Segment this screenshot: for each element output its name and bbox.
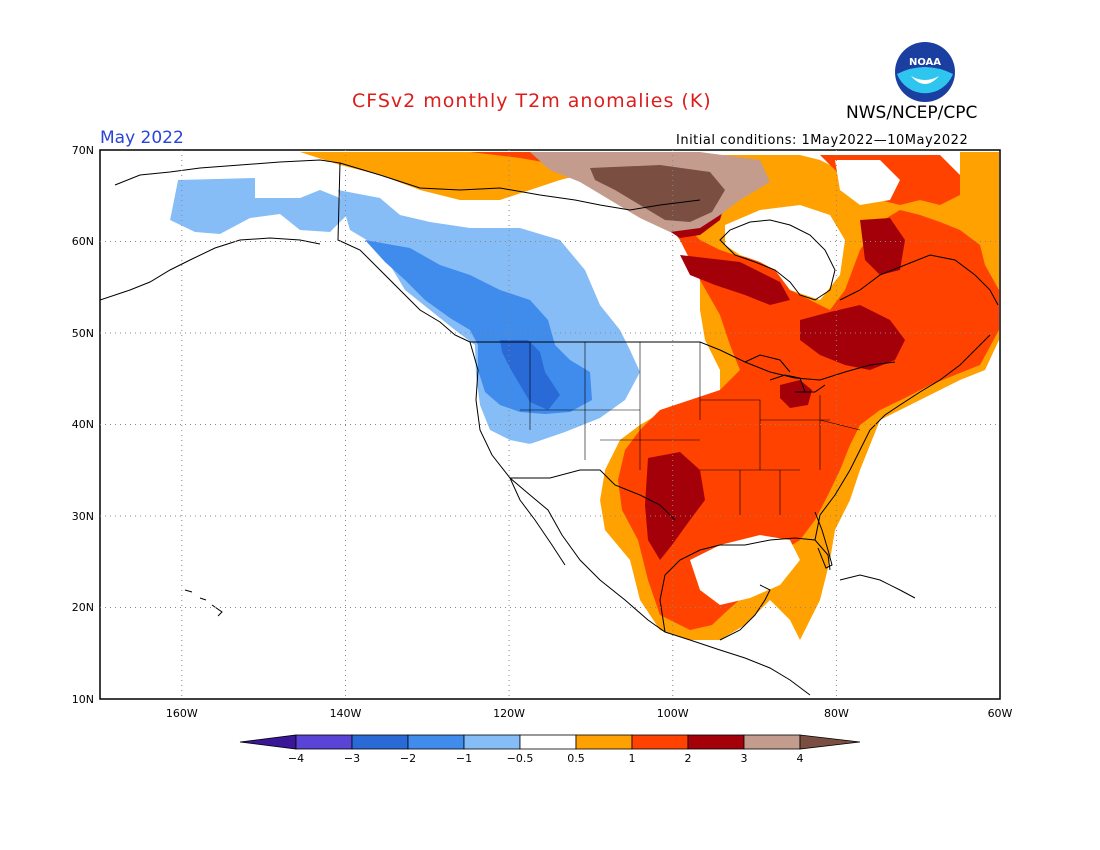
coastline-arctic — [339, 162, 701, 211]
lat-label-20N: 20N — [72, 601, 94, 614]
lat-label-10N: 10N — [72, 693, 94, 706]
lon-label-100W: 100W — [657, 707, 689, 720]
neutral-gulf — [690, 535, 800, 605]
coastlines — [100, 159, 999, 696]
lon-label-80W: 80W — [824, 707, 849, 720]
initial-conditions: Initial conditions: 1May2022—10May2022 — [676, 133, 969, 148]
coastline-baja — [509, 477, 566, 566]
colorbar-swatch-p1-2 — [631, 734, 689, 750]
graticule — [100, 150, 1000, 699]
coastline-hudson-bay — [719, 219, 836, 301]
warm-region-darkred-ne — [860, 218, 905, 275]
warm-region-brown-arctic — [590, 165, 725, 222]
lon-label-140W: 140W — [330, 707, 362, 720]
neutral-greenland-gap — [835, 160, 900, 205]
colorbar-label-p4: 4 — [797, 752, 804, 765]
lat-label-40N: 40N — [72, 418, 94, 431]
colorbar-swatch-m2-m1 — [407, 734, 465, 750]
colorbar-swatch-m4-m3 — [295, 734, 353, 750]
coastline-west — [469, 341, 811, 696]
colorbar-label-p1: 1 — [629, 752, 636, 765]
colorbar-swatch-m1-m05 — [463, 734, 521, 750]
colorbar-label-p2: 2 — [685, 752, 692, 765]
colorbar-label-m1: −1 — [456, 752, 472, 765]
lon-label-120W: 120W — [493, 707, 525, 720]
noaa-logo: NOAA — [895, 42, 955, 102]
forecast-month: May 2022 — [100, 128, 184, 148]
latitude-labels: 10N 20N 30N 40N 50N 60N 70N — [72, 144, 94, 706]
warm-region-darkred-glake — [780, 380, 812, 408]
coastline-florida — [814, 511, 833, 569]
colorbar-labels: −4 −3 −2 −1 −0.5 0.5 1 2 3 4 — [288, 752, 804, 765]
cool-region-alaska-light — [170, 178, 350, 234]
colorbar-label-m05: −0.5 — [507, 752, 534, 765]
colorbar-label-m3: −3 — [344, 752, 360, 765]
anomaly-shading — [100, 150, 999, 640]
neutral-hudson-bay — [725, 205, 845, 300]
warm-region-red — [470, 152, 999, 630]
lat-label-60N: 60N — [72, 235, 94, 248]
coastline-gulf — [659, 537, 831, 633]
neutral-southwest — [478, 430, 605, 560]
lat-label-50N: 50N — [72, 327, 94, 340]
colorbar-swatch-p05-1 — [575, 734, 633, 750]
warm-region-darkred-labrador — [680, 255, 790, 305]
coastline-east — [814, 334, 991, 541]
colorbar-swatch-p2-3 — [687, 734, 745, 750]
lon-label-160W: 160W — [166, 707, 198, 720]
colorbar — [239, 734, 861, 750]
coastline-hawaii — [184, 589, 223, 617]
colorbar-label-p3: 3 — [741, 752, 748, 765]
map-title: CFSv2 monthly T2m anomalies (K) — [352, 90, 712, 112]
colorbar-label-m2: −2 — [400, 752, 416, 765]
lat-label-70N: 70N — [72, 144, 94, 157]
agency-label: NWS/NCEP/CPC — [846, 103, 978, 123]
colorbar-label-m4: −4 — [288, 752, 304, 765]
border-us-mexico — [510, 469, 676, 521]
colorbar-swatch-p3-4 — [743, 734, 801, 750]
warm-region-darkred-east — [800, 305, 905, 370]
border-us-canada — [470, 341, 896, 381]
longitude-labels: 160W 140W 120W 100W 80W 60W — [166, 707, 1013, 720]
colorbar-arrow-low — [239, 734, 297, 750]
coastline-cuba — [839, 574, 916, 599]
coastline-alaska — [114, 159, 471, 343]
colorbar-arrow-high — [799, 734, 861, 750]
noaa-logo-text: NOAA — [909, 57, 941, 68]
lon-label-60W: 60W — [988, 707, 1013, 720]
neutral-pacific — [100, 150, 178, 420]
great-lakes — [744, 354, 826, 393]
coastline-labrador — [839, 254, 999, 306]
lat-label-30N: 30N — [72, 510, 94, 523]
colorbar-swatch-m3-m2 — [351, 734, 409, 750]
warm-region-darkred-south — [645, 452, 705, 560]
colorbar-swatch-neutral — [519, 734, 577, 750]
coastline-aleutians — [100, 237, 321, 301]
colorbar-label-p05: 0.5 — [567, 752, 585, 765]
